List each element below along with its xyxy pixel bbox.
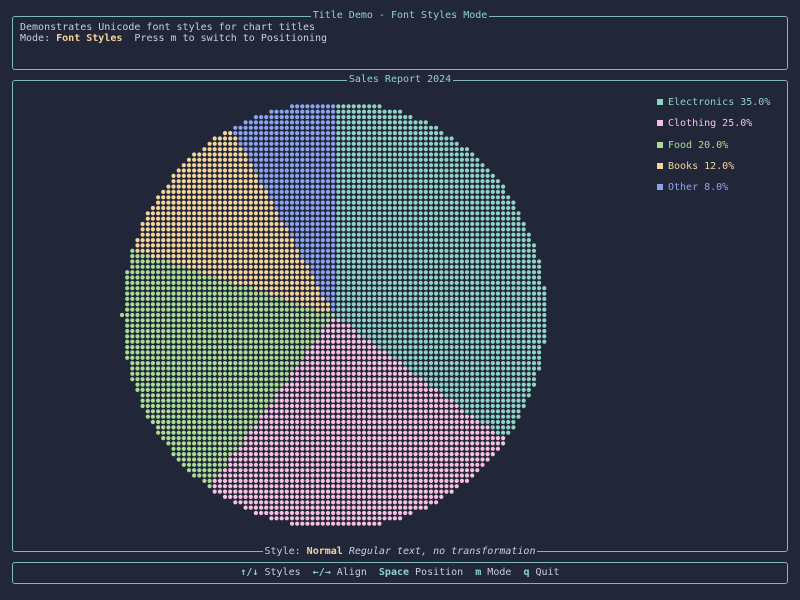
legend-item: Clothing 25.0%	[657, 118, 770, 139]
help-item-align: ←/→ Align	[313, 567, 367, 578]
help-item-styles: ↑/↓ Styles	[240, 567, 300, 578]
legend-label: Clothing 25.0%	[668, 118, 753, 130]
legend-label: Books 12.0%	[668, 160, 735, 172]
legend-swatch	[657, 99, 663, 105]
chart-legend: Electronics 35.0% Clothing 25.0% Food 20.0…	[657, 97, 770, 203]
style-status: Style: Normal Regular text, no transform…	[13, 546, 787, 558]
help-item-mode: m Mode	[475, 567, 511, 578]
help-key: ←/→	[312, 567, 331, 578]
mode-hint: Press m to switch to Positioning	[134, 33, 328, 44]
help-key: m	[475, 567, 482, 578]
pie-slice-1	[212, 318, 506, 526]
pie-slice-4	[233, 104, 336, 312]
help-label: Mode	[481, 567, 512, 578]
chart-panel: Sales Report 2024 Electronics 35.0% Cloth…	[12, 74, 788, 557]
pie-slice-3	[135, 131, 331, 312]
style-label: Style:	[264, 546, 301, 557]
help-panel: ↑/↓ Styles ←/→ Align Space Position m Mo…	[12, 562, 788, 584]
style-value: Normal	[306, 546, 343, 557]
info-panel-title: Title Demo - Font Styles Mode	[310, 10, 490, 21]
legend-label: Food 20.0%	[668, 139, 729, 151]
help-label: Align	[330, 567, 367, 578]
help-label: Quit	[529, 567, 560, 578]
help-key: ↑/↓	[240, 567, 259, 578]
legend-label: Other 8.0%	[668, 182, 729, 194]
legend-item: Other 8.0%	[657, 182, 770, 203]
mode-label: Mode:	[20, 33, 51, 44]
info-panel: Title Demo - Font Styles Mode Demonstrat…	[12, 10, 788, 70]
pie-slice-0	[336, 104, 547, 435]
help-key: q	[523, 567, 530, 578]
help-label: Styles	[258, 567, 301, 578]
mode-value: Font Styles	[56, 33, 123, 44]
help-label: Position	[409, 567, 464, 578]
pie-chart	[119, 104, 547, 526]
legend-item: Food 20.0%	[657, 140, 770, 161]
mode-line: Mode: Font Styles Press m to switch to P…	[20, 33, 327, 45]
legend-label: Electronics 35.0%	[668, 97, 771, 108]
help-item-quit: q Quit	[523, 567, 559, 578]
pie-slice-2	[119, 248, 336, 489]
legend-item: Electronics 35.0%	[657, 97, 770, 118]
help-item-position: Space Position	[379, 567, 463, 578]
legend-swatch	[657, 184, 663, 191]
style-description: Regular text, no transformation	[348, 546, 536, 557]
legend-swatch	[657, 141, 663, 148]
description-text: Demonstrates Unicode font styles for cha…	[20, 22, 316, 33]
help-key: Space	[378, 567, 410, 578]
legend-swatch	[657, 162, 663, 169]
legend-swatch	[657, 120, 663, 127]
help-bar: ↑/↓ Styles ←/→ Align Space Position m Mo…	[13, 567, 787, 579]
legend-item: Books 12.0%	[657, 161, 770, 182]
